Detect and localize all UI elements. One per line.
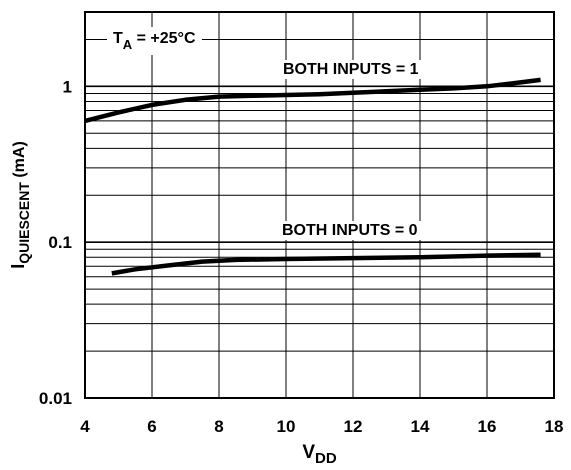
series-line-1 [111,252,541,276]
condition-label-background [107,27,202,55]
condition-subscript: A [123,37,133,52]
y-axis-title-main: I [8,264,28,269]
annotation-inputs-1: BOTH INPUTS = 1 [280,60,422,79]
x-tick-label: 8 [214,417,223,436]
y-axis-title-suffix: (mA) [11,141,28,182]
x-tick-label: 16 [478,417,497,436]
annotation-inputs-1-text: BOTH INPUTS = 1 [283,61,419,78]
x-tick-label: 4 [80,417,90,436]
y-tick-label: 1 [63,77,72,96]
condition-text: TA = +25°C [113,30,196,52]
annotation-inputs-0-background [279,221,421,240]
series-line-0 [84,77,541,124]
y-tick-label: 0.1 [48,233,72,252]
plot-frame [84,11,555,399]
annotation-inputs-0-text: BOTH INPUTS = 0 [282,222,418,239]
x-tick-label: 12 [344,417,363,436]
y-tick-label: 0.01 [39,389,72,408]
x-tick-label: 18 [545,417,564,436]
series-group [84,77,541,276]
y-axis-title-subscript: QUIESCENT [16,182,32,264]
condition-rest: = +25°C [132,30,196,47]
x-axis-title-main: V [302,442,315,463]
condition-label: TA = +25°C [107,27,202,55]
y-tick-labels: 0.01 0.1 1 [39,77,72,408]
x-tick-label: 10 [277,417,296,436]
x-axis-title: VDD [302,442,337,467]
x-tick-label: 14 [411,417,430,436]
condition-main: T [113,30,123,47]
annotation-inputs-0: BOTH INPUTS = 0 [279,221,421,240]
x-tick-label: 6 [147,417,156,436]
x-tick-labels: 4 6 8 10 12 14 16 18 [80,417,563,436]
annotation-inputs-1-background [280,60,422,79]
x-axis-title-subscript: DD [315,450,337,467]
y-axis-title: IQUIESCENT (mA) [8,141,32,269]
